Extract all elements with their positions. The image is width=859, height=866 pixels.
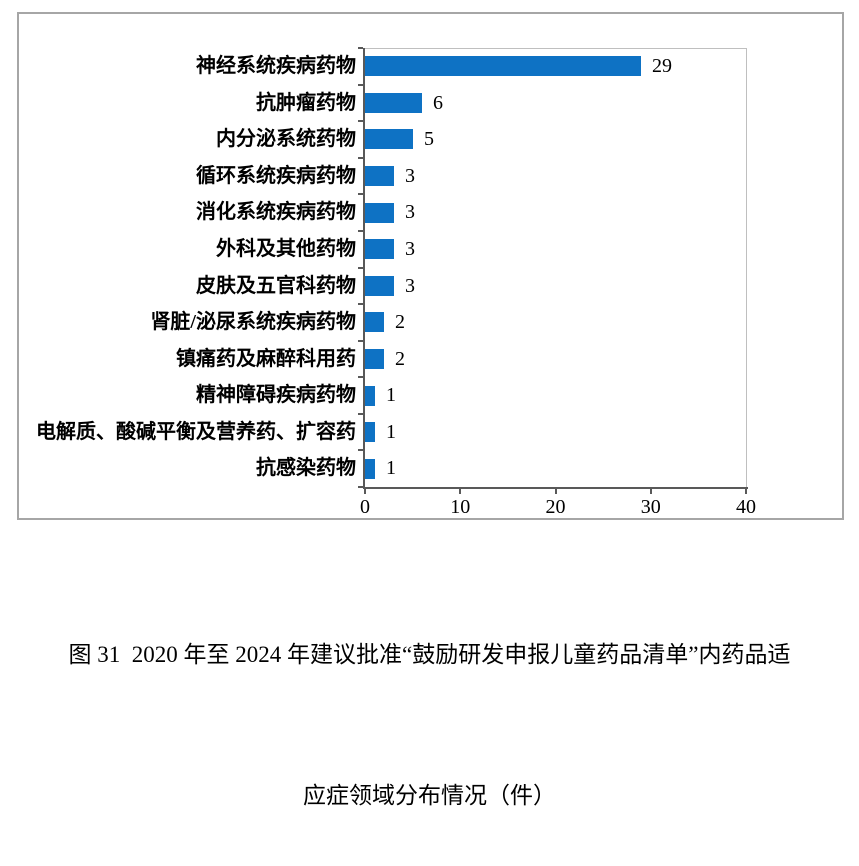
bar	[365, 385, 375, 406]
x-axis-tick	[649, 489, 652, 494]
bar	[365, 422, 375, 443]
category-label: 镇痛药及麻醉科用药	[176, 347, 356, 370]
x-tick-label: 0	[360, 496, 370, 518]
value-label: 3	[405, 164, 415, 187]
bar	[365, 458, 375, 479]
y-axis-tick	[358, 83, 363, 86]
y-axis-tick	[358, 229, 363, 232]
value-label: 1	[386, 420, 396, 443]
category-label: 精神障碍疾病药物	[196, 384, 356, 407]
y-axis-tick	[358, 266, 363, 269]
bar	[365, 166, 394, 187]
plot-border-right	[746, 48, 747, 487]
x-axis-tick	[459, 489, 462, 494]
category-label: 抗感染药物	[256, 457, 356, 480]
value-label: 29	[652, 55, 672, 77]
y-axis-tick	[358, 339, 363, 342]
value-label: 1	[386, 457, 396, 480]
category-label: 循环系统疾病药物	[196, 164, 356, 187]
category-label: 抗肿瘤药物	[256, 91, 356, 114]
figure-caption: 图 31 2020 年至 2024 年建议批准“鼓励研发申报儿童药品清单”内药品…	[0, 537, 859, 866]
y-axis-tick	[358, 412, 363, 415]
value-label: 3	[405, 274, 415, 297]
x-tick-label: 40	[736, 496, 756, 518]
y-axis-tick	[358, 193, 363, 196]
x-axis-tick	[554, 489, 557, 494]
x-axis-line	[363, 487, 748, 489]
y-axis-tick	[358, 449, 363, 452]
bar	[365, 312, 384, 333]
x-tick-label: 20	[545, 496, 566, 518]
y-axis-line	[363, 48, 365, 489]
value-label: 3	[405, 201, 415, 224]
category-label: 消化系统疾病药物	[196, 201, 356, 224]
value-label: 3	[405, 237, 415, 260]
bar	[365, 202, 394, 223]
bar	[365, 239, 394, 260]
y-axis-tick	[358, 486, 363, 488]
value-label: 2	[395, 311, 405, 334]
plot-border-top	[365, 48, 746, 49]
bar	[365, 92, 422, 113]
figure-page: { "figure": { "caption_line1": "图 31 202…	[17, 12, 844, 808]
y-axis-tick	[358, 303, 363, 306]
category-label: 神经系统疾病药物	[196, 55, 356, 77]
y-axis-tick	[358, 376, 363, 379]
bar-chart: 神经系统疾病药物 29 抗肿瘤药物 6 内分泌系统药物 5 循环系统疾病药物 3 消化系统疾病药…	[36, 47, 756, 518]
category-label: 皮肤及五官科药物	[196, 274, 356, 297]
caption-line-1: 图 31 2020 年至 2024 年建议批准“鼓励研发申报儿童药品清单”内药品…	[68, 642, 791, 667]
bar	[365, 275, 394, 296]
x-axis-tick	[745, 489, 747, 494]
category-label: 外科及其他药物	[216, 237, 356, 260]
value-label: 5	[424, 128, 434, 151]
x-axis-tick	[364, 489, 366, 494]
caption-line-2: 应症领域分布情况（件）	[303, 783, 556, 808]
y-axis-tick	[358, 120, 363, 123]
category-label: 电解质、酸碱平衡及营养药、扩容药	[36, 420, 356, 443]
x-tick-label: 30	[640, 496, 661, 518]
value-label: 6	[433, 91, 443, 114]
chart-frame	[17, 12, 844, 520]
y-axis-tick	[358, 47, 363, 49]
bar	[365, 348, 384, 369]
x-tick-label: 10	[450, 496, 471, 518]
value-label: 2	[395, 347, 405, 370]
bar	[365, 129, 413, 150]
y-axis-tick	[358, 156, 363, 159]
bar	[365, 56, 641, 77]
category-label: 肾脏/泌尿系统疾病药物	[150, 311, 356, 334]
category-label: 内分泌系统药物	[216, 128, 356, 151]
value-label: 1	[386, 384, 396, 407]
